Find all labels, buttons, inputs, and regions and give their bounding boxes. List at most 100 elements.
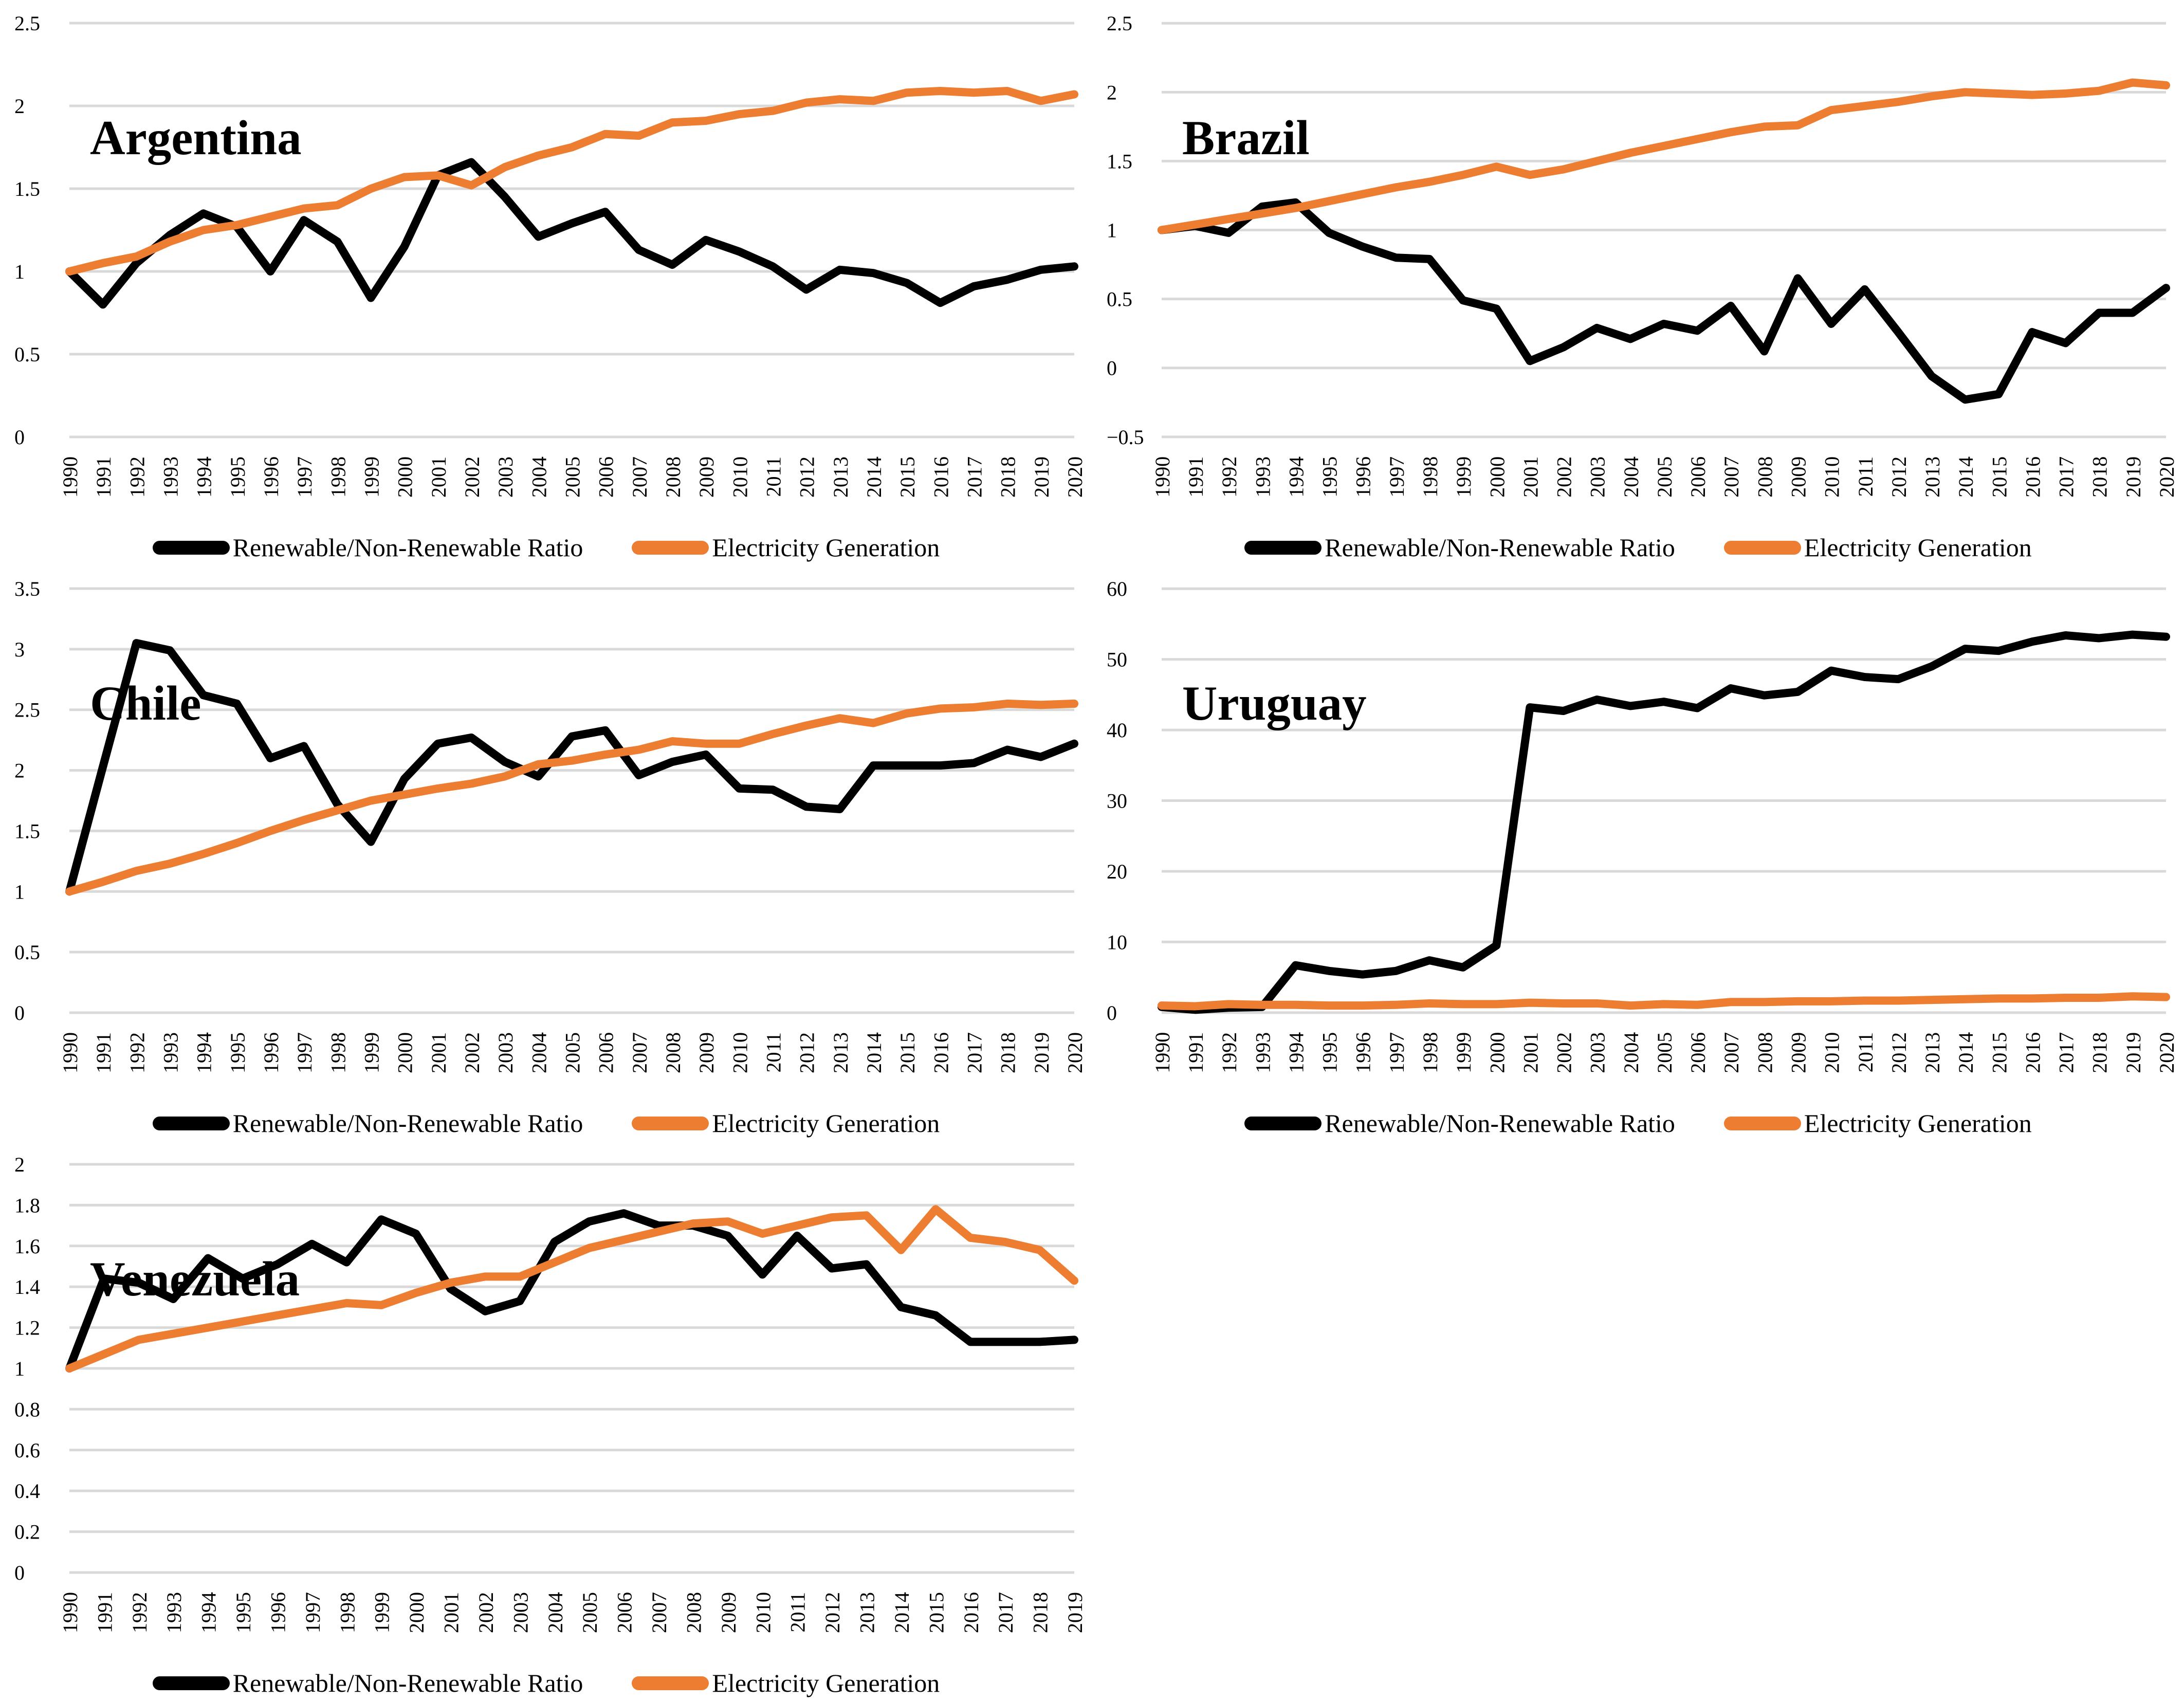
x-tick-label: 2016 [960, 1592, 983, 1633]
x-tick-label: 2011 [762, 1032, 785, 1073]
x-tick-label: 2003 [1586, 1032, 1609, 1073]
ratio-swatch-icon [1244, 1116, 1322, 1130]
x-tick-label: 2004 [527, 1032, 550, 1073]
x-tick-label: 2019 [2122, 1032, 2145, 1073]
legend-label: Renewable/Non-Renewable Ratio [232, 533, 583, 562]
x-tick-label: 1995 [1318, 456, 1342, 498]
x-tick-label: 1994 [1284, 456, 1308, 498]
x-tick-label: 2018 [2088, 456, 2112, 498]
legend-item-generation: Electricity Generation [1723, 1108, 2032, 1138]
x-tick-label: 2006 [613, 1592, 636, 1633]
x-tick-label: 2006 [595, 456, 618, 498]
generation-swatch-icon [1723, 1116, 1801, 1130]
generation-swatch-icon [1723, 540, 1801, 555]
x-tick-label: 2002 [461, 456, 484, 498]
x-tick-label: 2019 [2122, 456, 2145, 498]
y-tick-label: 1.5 [14, 819, 40, 843]
x-tick-label: 2008 [662, 1032, 685, 1073]
y-tick-label: 3.5 [14, 577, 40, 600]
chart-title: Chile [90, 676, 201, 730]
generation-swatch-icon [632, 1676, 709, 1690]
legend-brazil: Renewable/Non-Renewable Ratio Electricity… [1092, 529, 2184, 565]
x-tick-label: 2005 [1653, 1032, 1676, 1073]
x-tick-label: 2011 [762, 456, 785, 497]
x-tick-label: 1997 [293, 1032, 316, 1073]
ratio-line [65, 1209, 1078, 1373]
x-tick-label: 2004 [527, 456, 550, 498]
y-tick-label: 1.5 [14, 177, 40, 200]
y-tick-label: 0 [14, 1561, 25, 1584]
x-tick-label: 1992 [1218, 1032, 1241, 1073]
y-tick-label: 0.6 [14, 1439, 40, 1462]
x-tick-label: 1992 [128, 1592, 151, 1633]
x-tick-label: 1991 [1184, 456, 1207, 498]
venezuela-plot: 0 0.2 0.4 0.6 0.8 1 1.2 1.4 1.6 1.8 2 1990 1991 1992 1… [14, 1153, 1087, 1633]
x-tick-label: 2003 [494, 1032, 517, 1073]
chile-plot: 0 0.5 1 1.5 2 2.5 3 3.5 1990 1991 1992 1993 1994 1995… [14, 577, 1087, 1073]
x-tick-label: 2011 [786, 1592, 810, 1633]
x-tick-label: 2018 [1029, 1592, 1052, 1633]
x-tick-label: 2011 [1854, 456, 1877, 497]
empty-grid-cell [1092, 1141, 2184, 1701]
argentina-plot: 0 0.5 1 1.5 2 2.5 1990 1991 1992 1993 1994 1995 1996… [14, 12, 1087, 498]
y-tick-label: 0.5 [14, 941, 40, 964]
x-tick-label: 2007 [628, 1032, 651, 1073]
x-tick-label: 1998 [326, 456, 350, 498]
uruguay-plot: 0 10 20 30 40 50 60 1990 1991 1992 1993 1994 1995 199… [1107, 577, 2178, 1073]
x-tick-label: 1996 [1352, 456, 1375, 498]
y-tick-label: 1.8 [14, 1194, 40, 1217]
x-tick-label: 1996 [266, 1592, 289, 1633]
legend-argentina: Renewable/Non-Renewable Ratio Electricity… [0, 529, 1092, 565]
x-tick-label: 2007 [628, 456, 651, 498]
legend-label: Electricity Generation [1804, 533, 2032, 562]
x-tick-label: 2009 [695, 1032, 718, 1073]
x-tick-label: 2009 [1787, 456, 1810, 498]
brazil-plot: −0.5 0 0.5 1 1.5 2 2.5 1990 1991 1992 1993 1994 1995… [1107, 12, 2178, 498]
y-tick-label: 1 [14, 1357, 25, 1380]
x-tick-label: 2020 [1063, 456, 1087, 498]
x-tick-label: 2008 [1753, 1032, 1776, 1073]
y-tick-label: 50 [1107, 648, 1127, 671]
x-tick-label: 2003 [494, 456, 517, 498]
x-tick-label: 1991 [92, 456, 115, 498]
x-tick-label: 2002 [1553, 1032, 1576, 1073]
generation-line [65, 1205, 1078, 1373]
x-tick-label: 2004 [1620, 1032, 1643, 1073]
x-tick-label: 1993 [159, 1032, 182, 1073]
x-tick-label: 1993 [159, 456, 182, 498]
x-tick-label: 2018 [2088, 1032, 2112, 1073]
legend-item-generation: Electricity Generation [632, 533, 940, 562]
ratio-line [65, 158, 1078, 309]
x-tick-label: 2015 [1988, 456, 2011, 498]
legend-item-ratio: Renewable/Non-Renewable Ratio [152, 533, 583, 562]
y-tick-label: 1.4 [14, 1275, 40, 1298]
x-tick-label: 2011 [1854, 1032, 1877, 1072]
x-tick-label: 2020 [2155, 1032, 2178, 1073]
x-tick-label: 2007 [648, 1592, 671, 1633]
x-tick-label: 2019 [1063, 1592, 1087, 1633]
x-tick-label: 1992 [125, 1032, 149, 1073]
x-tick-label: 1994 [193, 456, 216, 498]
y-tick-label: 2 [1107, 81, 1117, 104]
legend-item-generation: Electricity Generation [1723, 533, 2032, 562]
x-tick-label: 1990 [59, 1592, 82, 1633]
y-tick-label: 10 [1107, 930, 1127, 954]
x-tick-label: 2017 [2055, 1032, 2078, 1073]
x-tick-label: 2003 [1586, 456, 1609, 498]
y-tick-label: 0 [1107, 357, 1117, 380]
chart-brazil: −0.5 0 0.5 1 1.5 2 2.5 1990 1991 1992 1993 1994 1995… [1092, 0, 2184, 565]
chart-venezuela: 0 0.2 0.4 0.6 0.8 1 1.2 1.4 1.6 1.8 2 1990 1991 1992 1… [0, 1141, 1092, 1701]
x-tick-label: 1997 [1385, 1032, 1408, 1073]
x-tick-label: 1994 [197, 1592, 221, 1633]
legend-label: Electricity Generation [712, 1669, 940, 1697]
x-tick-label: 2009 [695, 456, 718, 498]
x-tick-label: 2013 [829, 1032, 852, 1073]
chart-title: Uruguay [1182, 676, 1367, 730]
y-tick-label: 0.4 [14, 1479, 40, 1503]
y-tick-label: 2 [14, 1153, 25, 1176]
y-tick-label: 3 [14, 638, 25, 661]
x-tick-label: 1991 [93, 1592, 116, 1633]
y-tick-label: 0.8 [14, 1398, 40, 1421]
x-tick-label: 2003 [509, 1592, 532, 1633]
chart-chile: 0 0.5 1 1.5 2 2.5 3 3.5 1990 1991 1992 1993 1994 1995… [0, 565, 1092, 1141]
